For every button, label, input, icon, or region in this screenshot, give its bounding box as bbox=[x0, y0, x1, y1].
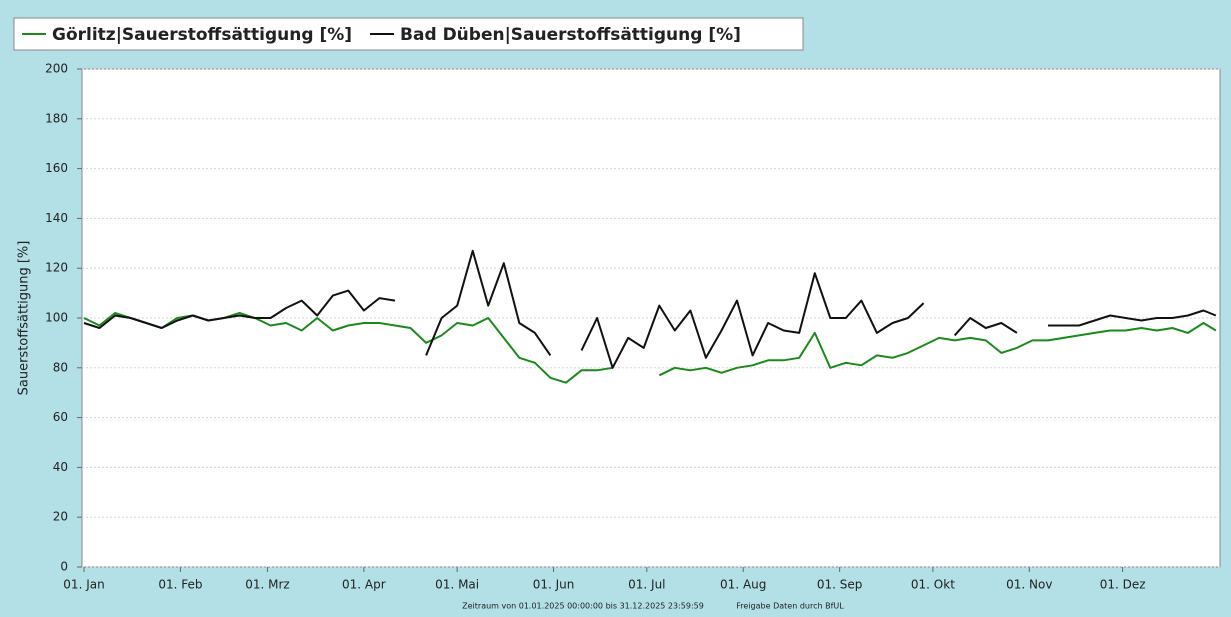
legend-label: Görlitz|Sauerstoffsättigung [%] bbox=[52, 25, 352, 45]
y-tick-label: 60 bbox=[53, 410, 68, 424]
x-tick-label: 01. Jun bbox=[533, 578, 575, 592]
x-tick-label: 01. Jan bbox=[63, 578, 104, 592]
series-line bbox=[83, 249, 1217, 369]
footer-text: Freigabe Daten durch BfUL bbox=[736, 602, 844, 611]
x-tick-label: 01. Nov bbox=[1006, 578, 1052, 592]
y-tick-label: 140 bbox=[45, 211, 68, 225]
x-tick-label: 01. Okt bbox=[911, 578, 955, 592]
y-axis-label: Sauerstoffsättigung [%] bbox=[17, 241, 32, 396]
y-tick-label: 100 bbox=[45, 311, 68, 325]
y-tick-label: 120 bbox=[45, 261, 68, 275]
y-tick-label: 180 bbox=[45, 111, 68, 125]
x-tick-label: 01. Aug bbox=[720, 578, 766, 592]
y-tick-label: 200 bbox=[45, 62, 68, 76]
x-tick-label: 01. Mrz bbox=[245, 578, 289, 592]
series-line bbox=[83, 312, 1217, 384]
x-tick-label: 01. Mai bbox=[435, 578, 479, 592]
x-tick-label: 01. Sep bbox=[817, 578, 863, 592]
legend bbox=[13, 17, 804, 51]
y-tick-label: 20 bbox=[53, 510, 68, 524]
x-tick-label: 01. Jul bbox=[628, 578, 665, 592]
y-tick-label: 40 bbox=[53, 460, 68, 474]
y-tick-label: 80 bbox=[53, 360, 68, 374]
x-tick-label: 01. Apr bbox=[342, 578, 386, 592]
legend-label: Bad Düben|Sauerstoffsättigung [%] bbox=[400, 25, 741, 45]
x-tick-label: 01. Feb bbox=[158, 578, 202, 592]
y-tick-label: 0 bbox=[60, 560, 68, 574]
x-tick-label: 01. Dez bbox=[1100, 578, 1146, 592]
y-tick-label: 160 bbox=[45, 161, 68, 175]
footer-text: Zeitraum von 01.01.2025 00:00:00 bis 31.… bbox=[462, 602, 704, 611]
